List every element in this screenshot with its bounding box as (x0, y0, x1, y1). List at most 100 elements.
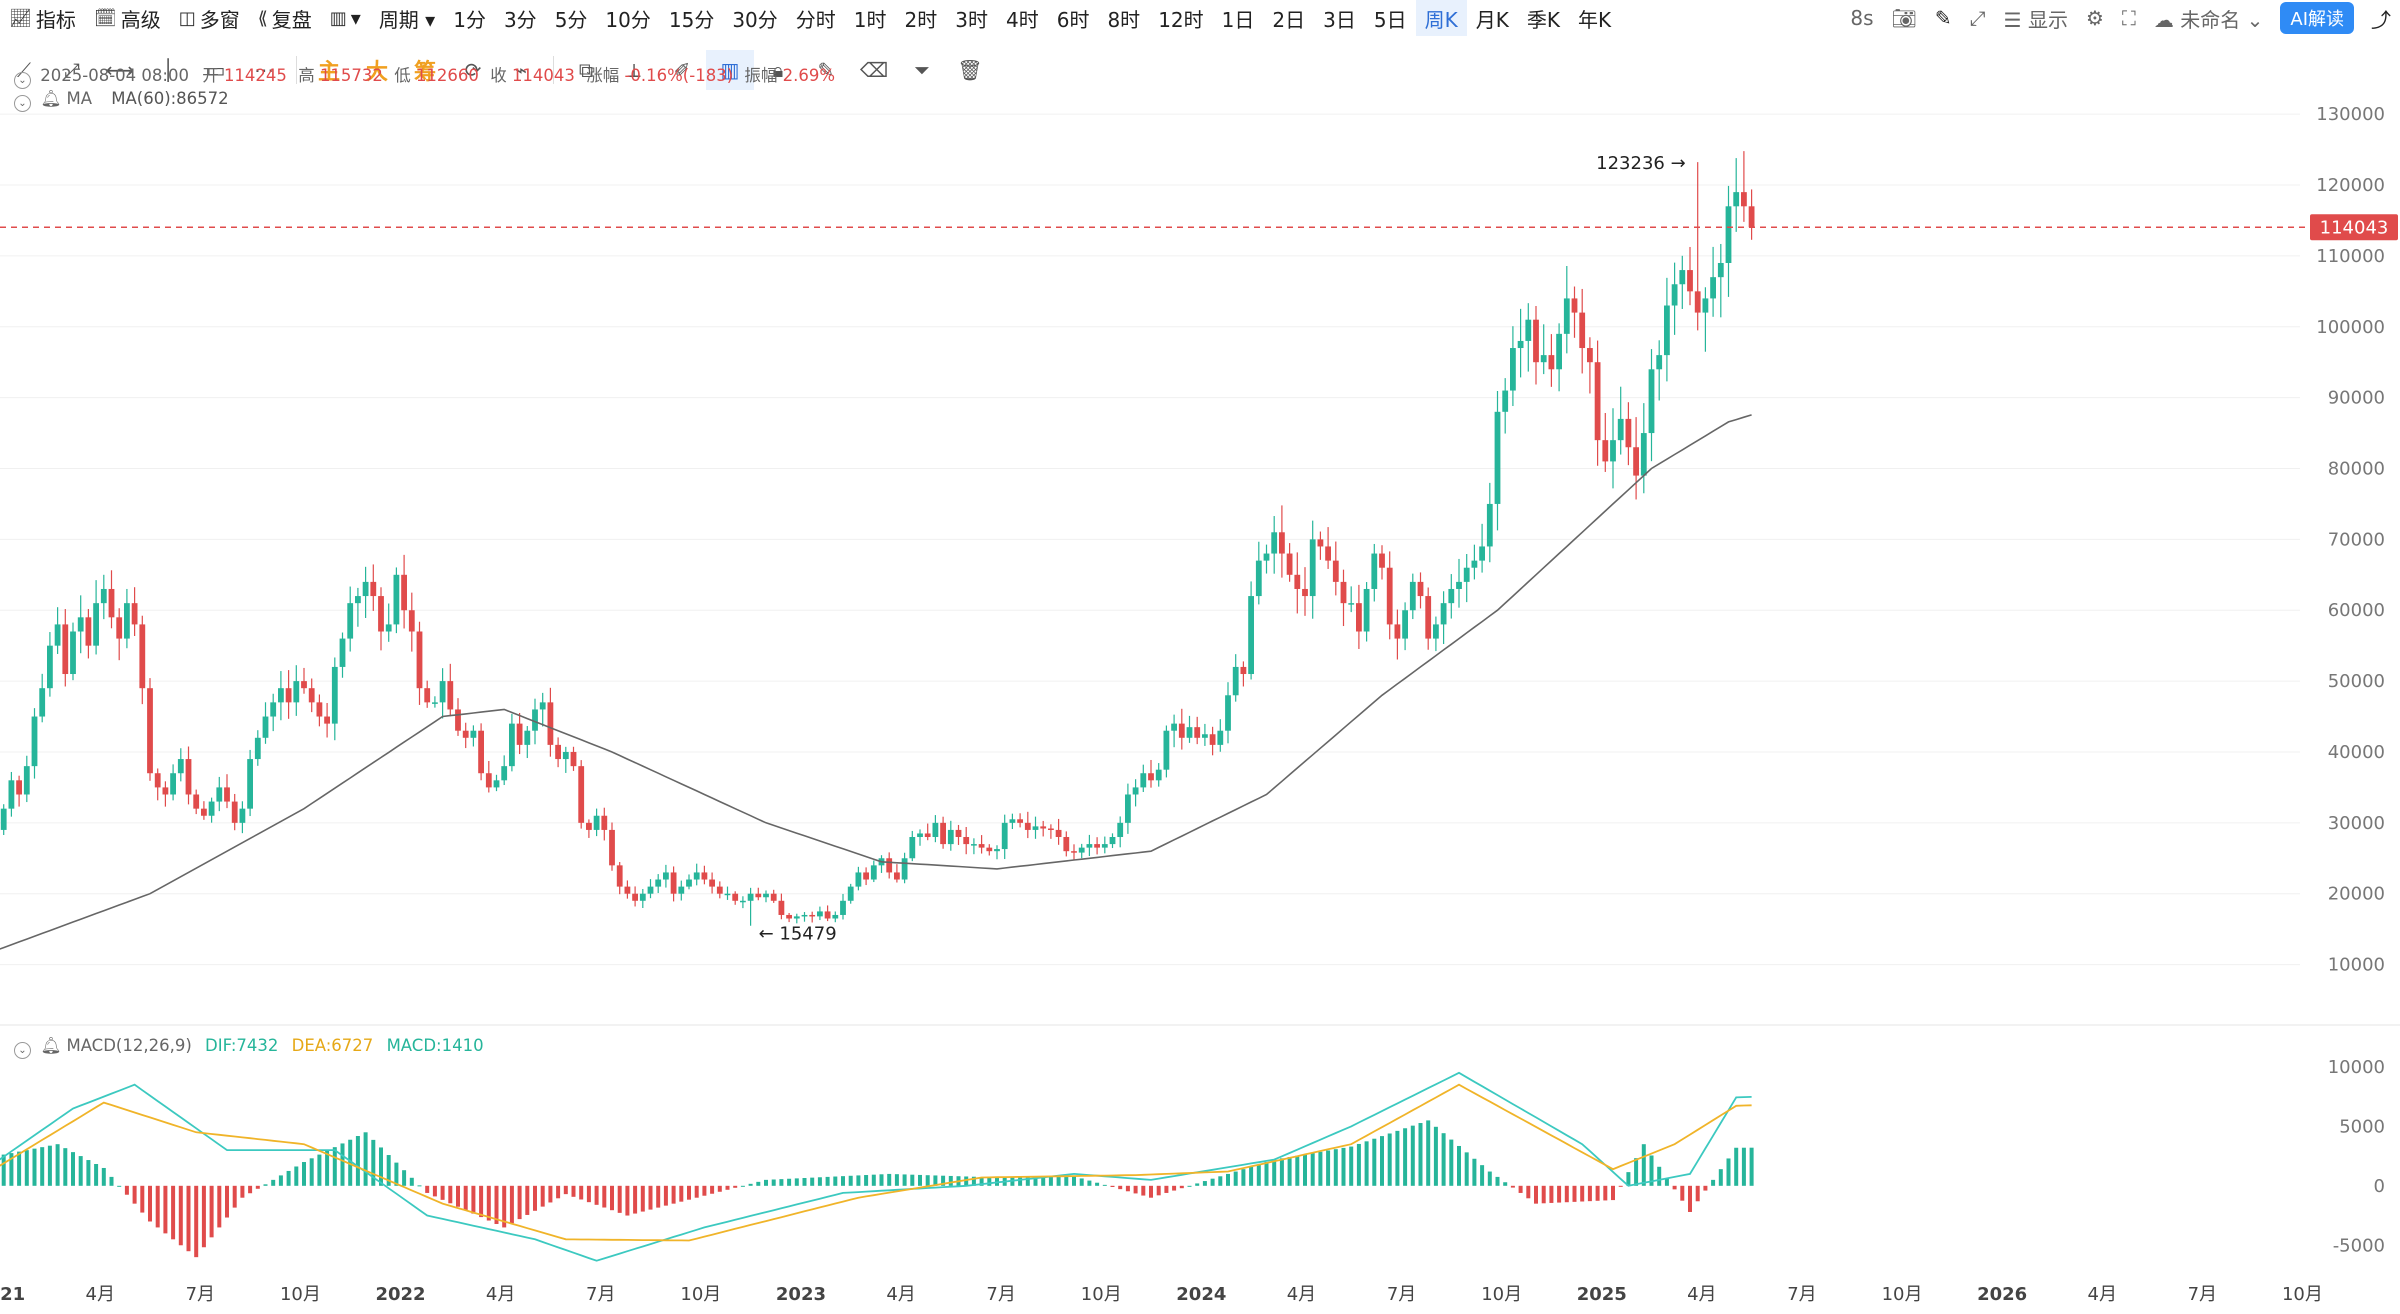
collapse-icon[interactable]: ⌄ (14, 72, 31, 89)
candle-body (93, 603, 99, 646)
overlay-tool-1[interactable]: 大 (365, 60, 388, 85)
candle-body (1040, 826, 1047, 829)
period-tab-13[interactable]: 12时 (1158, 7, 1204, 32)
toolbar-item-2[interactable]: ◫ 多窗 (170, 0, 249, 36)
macd-hist-bar (1333, 1149, 1338, 1186)
candle-body (401, 574, 407, 611)
ray-icon[interactable]: ⤢ (64, 58, 80, 82)
macd-hist-bar (687, 1185, 691, 1200)
candle-body (362, 581, 369, 597)
ruler-icon[interactable]: ⟂ (627, 58, 641, 82)
bell-icon[interactable]: 🔔︎ (40, 89, 62, 108)
macd-hist-bar (1, 1154, 6, 1186)
erase-icon[interactable]: ⌫ (859, 58, 889, 82)
candle-body (770, 893, 777, 901)
toolbar-item-3[interactable]: ⟪ 复盘 (249, 0, 321, 36)
candle-body (747, 893, 754, 901)
period-tab-0[interactable]: 1分 (453, 7, 486, 32)
period-tab-8[interactable]: 2时 (904, 7, 938, 32)
bell-icon[interactable]: 🔔︎ (40, 1036, 62, 1055)
candle-body (1155, 769, 1162, 781)
candle-body (1479, 546, 1485, 561)
period-tab-12[interactable]: 8时 (1107, 7, 1141, 32)
horizontal-line-icon[interactable]: ⟷ (105, 58, 135, 82)
period-tab-7[interactable]: 1时 (853, 7, 887, 32)
magnet-icon[interactable]: ⌁ (514, 58, 528, 82)
macd-tick-label: 10000 (2328, 1057, 2385, 1078)
refresh-interval[interactable]: 8s (1850, 6, 1874, 30)
candle-body (1517, 340, 1524, 349)
period-tab-17[interactable]: 5日 (1373, 7, 1407, 32)
overlay-tool-2[interactable]: 筹 (413, 60, 436, 85)
candle-body (108, 588, 115, 618)
filter-icon[interactable]: ⏷ (914, 58, 930, 82)
toolbar-item-5[interactable]: 周期 ▾ (370, 0, 444, 36)
expand-icon[interactable]: ⤢ (1969, 6, 1986, 30)
macd-hist-bar (1664, 1178, 1669, 1186)
period-tab-9[interactable]: 3时 (955, 7, 988, 32)
fullscreen-icon[interactable]: ⛶ (2121, 6, 2136, 30)
period-tab-3[interactable]: 10分 (605, 7, 651, 32)
candle-mode-icon[interactable]: ▥ (706, 50, 754, 90)
camera-icon[interactable]: 📷︎ (1891, 6, 1917, 30)
period-tab-16[interactable]: 3日 (1323, 7, 1356, 32)
lock-icon[interactable]: 🔒︎ (772, 58, 784, 82)
ai-analysis-button[interactable]: AI解读 (2280, 2, 2354, 34)
period-tab-15[interactable]: 2日 (1272, 7, 1306, 32)
candle-body (1086, 844, 1093, 848)
rectangle-icon[interactable]: ▭ (206, 58, 226, 82)
more-icon[interactable]: ⋯ (254, 58, 274, 82)
overlay-tool-0[interactable]: 主 (317, 60, 340, 85)
price-tick-label: 10000 (2328, 955, 2385, 976)
period-tab-4[interactable]: 15分 (668, 7, 715, 32)
settings-icon[interactable]: ⚙ (2085, 6, 2104, 30)
candle-body (416, 631, 423, 689)
period-tab-21[interactable]: 年K (1577, 7, 1612, 32)
collapse-icon[interactable]: ⌄ (14, 1042, 31, 1059)
collapse-icon[interactable]: ⌄ (14, 95, 31, 112)
period-tab-20[interactable]: 季K (1526, 7, 1560, 32)
candle-body (1494, 411, 1501, 504)
copy-icon[interactable]: ⧉ (578, 58, 594, 82)
edit-icon[interactable]: ✎ (817, 58, 835, 82)
macd-hist-bar (964, 1176, 969, 1186)
macd-hist-bar (1218, 1176, 1223, 1186)
period-tab-11[interactable]: 6时 (1056, 7, 1090, 32)
display-button[interactable]: ☰ 显示 (2003, 7, 2068, 32)
refresh-draw-icon[interactable]: ⟳ (464, 58, 482, 82)
macd-hist-bar (933, 1175, 938, 1186)
candle-body (809, 914, 816, 917)
period-tab-10[interactable]: 4时 (1005, 7, 1039, 32)
macd-tick-label: 0 (2374, 1176, 2385, 1197)
macd-hist-bar (740, 1185, 745, 1187)
candle-body (1055, 829, 1062, 838)
macd-hist-bar (1703, 1185, 1708, 1191)
pen-icon[interactable]: ✎ (1934, 6, 1952, 30)
macd-hist-bar (1118, 1185, 1123, 1190)
period-tab-2[interactable]: 5分 (554, 7, 588, 32)
vertical-line-icon[interactable]: │ (161, 58, 175, 82)
macd-hist-bar (1087, 1180, 1092, 1186)
candle-body (31, 716, 38, 767)
share-icon[interactable]: ⤴ (2371, 7, 2391, 32)
period-tab-5[interactable]: 30分 (732, 7, 778, 32)
period-tab-18[interactable]: 周K (1415, 0, 1467, 36)
toolbar-item-0[interactable]: 📈︎ 指标 (0, 0, 85, 36)
macd-hist-bar (63, 1148, 68, 1186)
period-tab-19[interactable]: 月K (1475, 7, 1509, 32)
candle-body (1579, 312, 1586, 349)
toolbar-item-1[interactable]: 🗓︎ 高级 (85, 0, 170, 36)
low-annotation: ← 15479 (759, 924, 837, 945)
trash-icon[interactable]: 🗑︎ (957, 58, 983, 82)
toolbar-item-4[interactable]: ▥ ▾ (321, 0, 370, 36)
layout-name-button[interactable]: ☁ 未命名 ⌄ (2153, 7, 2264, 32)
period-tab-6[interactable]: 分时 (795, 7, 836, 32)
macd-hist-bar (1634, 1158, 1639, 1186)
candle-body (1309, 539, 1316, 597)
brush-icon[interactable]: ✐ (673, 58, 691, 82)
candle-body (1625, 418, 1632, 448)
macd-hist-bar (856, 1175, 861, 1186)
period-tab-14[interactable]: 1日 (1221, 7, 1255, 32)
period-tab-1[interactable]: 3分 (503, 7, 537, 32)
